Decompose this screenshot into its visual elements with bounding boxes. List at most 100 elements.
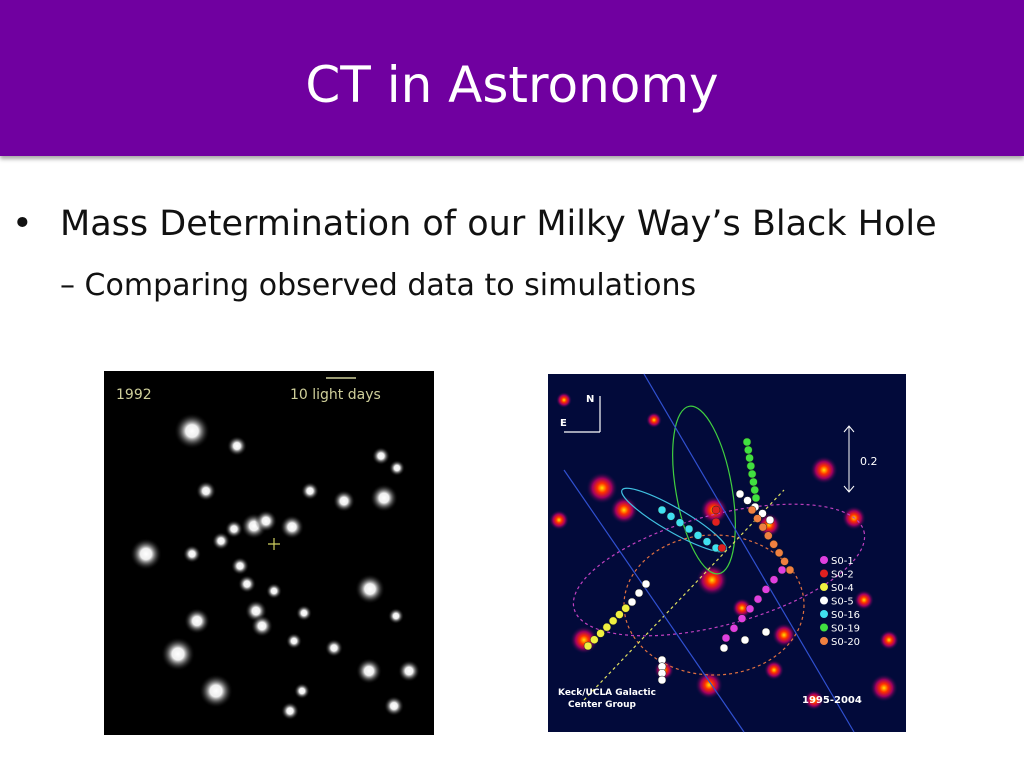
trail-dot [641,579,651,589]
trail-dot [785,565,795,575]
sub-bullet: – Comparing observed data to simulations [60,268,696,303]
trail-dot [745,453,754,463]
trail-dot [693,531,703,540]
trail-dot [747,469,757,479]
star [301,482,319,500]
blob [810,456,838,484]
blob [772,623,796,647]
star [370,484,398,512]
blob [549,510,569,530]
compass [564,396,601,433]
trail-dot [761,585,771,594]
blob [586,472,618,504]
orbits [563,373,866,733]
star-image-1992: 1992 10 light days [104,371,434,735]
legend-swatch [820,583,828,591]
trail-dot [627,597,637,607]
blob [556,392,572,408]
credit-line: Keck/UCLA Galactic [558,688,656,698]
blob [732,598,752,618]
bullet-text: Mass Determination of our Milky Way’s Bl… [60,204,937,244]
star [251,615,273,637]
trail-dot [769,540,778,549]
scale-label: 10 light days [290,387,381,403]
trail-dot [750,485,759,495]
star [384,696,404,716]
trail-dot [758,509,767,518]
trail-dot [749,477,758,487]
trail-dot [745,604,755,614]
scale-label: 0.2 [860,455,878,468]
trail-dot [758,522,768,532]
trail-dot [747,505,757,515]
star [325,639,343,657]
star [296,605,312,621]
trail-dot [634,588,644,598]
legend-swatch [820,596,828,605]
star [130,538,162,570]
trail-dot [675,518,685,527]
star [389,460,405,476]
east-label: E [560,418,567,429]
center-mark [268,538,280,550]
trail-dot [735,489,745,499]
trail-dot [743,496,752,505]
blob [804,690,824,710]
star [212,532,230,550]
trail-dot [764,531,773,540]
star [199,674,233,708]
trail-dot [777,565,787,575]
legend-label: S0-5 [831,597,854,608]
trail-dot [774,548,784,558]
star [398,660,420,682]
blob [879,630,899,650]
legend-swatch [820,569,828,578]
blob [646,412,662,428]
star [286,633,302,649]
trail-dot [590,635,599,644]
star [196,481,216,501]
blob [696,564,728,596]
legend-label: S0-1 [831,556,854,567]
trail-dot [753,594,763,604]
trail-dot [746,461,756,471]
trail-dot [666,512,676,521]
star [388,608,404,624]
star [355,574,385,604]
star [174,413,210,449]
trail-dot [702,537,712,546]
blob [610,496,638,524]
star [356,658,382,684]
trail-dot [615,610,624,619]
legend-label: S0-20 [831,637,860,648]
trail-dot [711,517,721,527]
title: CT in Astronomy [305,56,719,114]
star [280,515,304,539]
trail-dot [596,629,605,638]
trail-dot [657,505,667,515]
trail-dot [761,627,771,637]
star [183,545,201,563]
legend-swatch [820,623,828,632]
trail-dot [684,524,694,534]
star [184,608,210,634]
north-label: N [586,394,594,405]
star [161,637,195,671]
star [225,520,243,538]
sub-bullet-marker: – [60,268,75,303]
star [255,510,277,532]
trail-dot [602,622,612,632]
star [281,702,299,720]
trail-dot [711,505,721,515]
star [266,583,282,599]
trail-dot [621,604,630,613]
trail-dot [753,514,762,523]
bullet-marker: • [12,204,33,244]
trail-dot [765,515,775,525]
years-label: 1995-2004 [802,695,862,706]
trail-dot [769,575,779,584]
trail-dot [657,675,667,685]
header: CT in Astronomy [0,0,1024,156]
legend-swatch [820,556,828,564]
